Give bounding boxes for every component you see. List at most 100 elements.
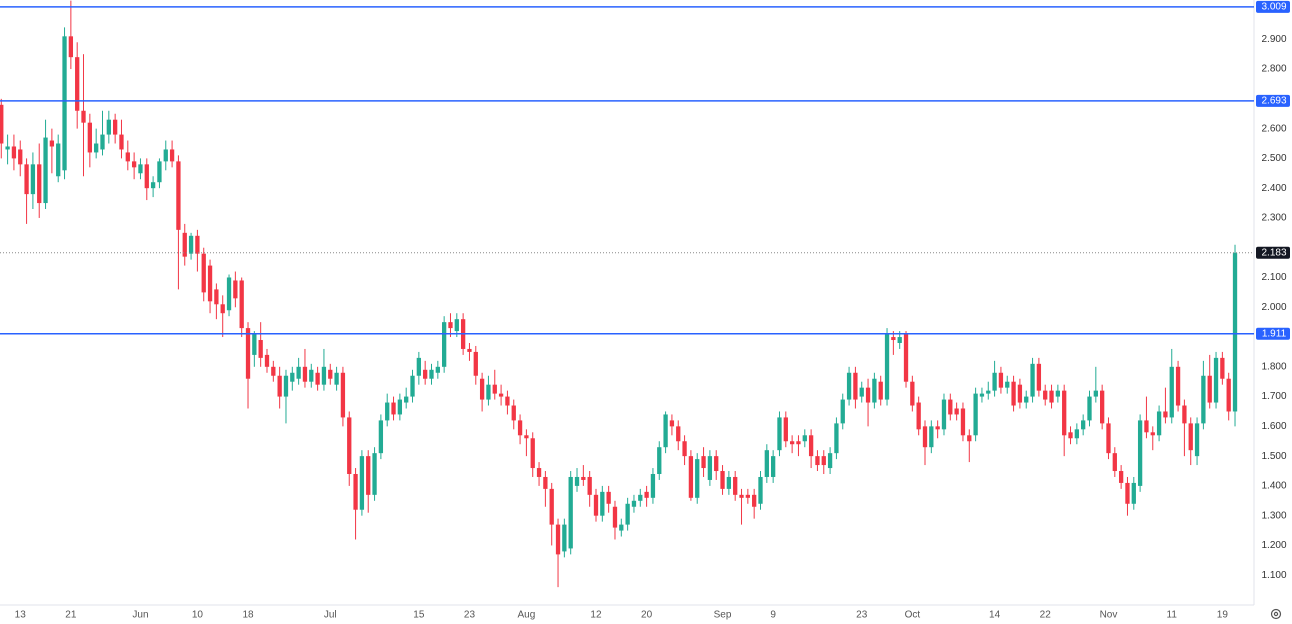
candle-body	[815, 456, 820, 466]
y-tick-label: 1.500	[1261, 451, 1286, 462]
y-tick-label: 2.600	[1261, 123, 1286, 134]
level-label-bg	[1256, 327, 1290, 340]
candle-body	[688, 456, 694, 498]
candle-body	[1194, 423, 1200, 457]
x-tick-label: 18	[242, 610, 254, 621]
x-tick-label: 15	[413, 610, 425, 621]
candle-body	[18, 149, 23, 165]
candle-body	[353, 473, 358, 510]
candle-body	[214, 289, 219, 305]
candle-body	[676, 426, 681, 442]
candle-body	[277, 375, 282, 397]
candle-body	[30, 164, 36, 195]
candle-body	[315, 372, 320, 385]
candle-body	[226, 277, 232, 311]
y-tick-label: 2.900	[1261, 34, 1286, 45]
x-tick-label: 22	[1040, 610, 1052, 621]
candle-body	[758, 476, 763, 504]
candle-body	[789, 441, 795, 445]
candle-body	[986, 390, 991, 394]
candle-body	[157, 161, 162, 183]
candle-body	[119, 134, 124, 150]
candle-body	[302, 366, 308, 382]
candle-body	[714, 456, 719, 472]
candle-body	[435, 366, 440, 373]
candle-body	[884, 334, 890, 400]
candle-body	[903, 334, 909, 382]
candle-body	[112, 119, 118, 135]
candle-body	[404, 396, 409, 403]
candle-body	[309, 369, 314, 382]
candle-body	[473, 351, 478, 376]
candle-body	[733, 476, 738, 495]
candle-body	[385, 402, 390, 421]
x-tick-label: 11	[1167, 610, 1178, 621]
level-label-bg	[1256, 0, 1290, 13]
candle-body	[1112, 453, 1117, 472]
candle-body	[916, 402, 921, 430]
candle-body	[1188, 423, 1193, 451]
candle-body	[1213, 357, 1219, 403]
candle-body	[954, 408, 959, 415]
candle-body	[233, 280, 238, 299]
x-tick-label: 10	[192, 610, 204, 621]
candle-body	[530, 438, 535, 469]
x-tick-label: Nov	[1100, 610, 1118, 621]
candle-body	[1005, 381, 1010, 388]
candle-body	[562, 524, 567, 552]
candle-body	[188, 235, 194, 254]
candle-body	[1017, 384, 1023, 403]
settings-icon[interactable]	[1270, 608, 1282, 620]
x-tick-label: Jun	[132, 610, 148, 621]
candle-body	[43, 137, 48, 204]
candle-body	[486, 384, 491, 400]
candle-body	[372, 453, 377, 495]
candle-body	[11, 146, 17, 159]
candle-body	[176, 161, 181, 230]
candle-body	[81, 110, 86, 123]
candle-body	[771, 456, 776, 477]
candle-body	[366, 456, 371, 495]
y-tick-label: 1.700	[1261, 391, 1286, 402]
candle-body	[834, 423, 839, 454]
candle-body	[1093, 390, 1098, 397]
candle-body	[252, 334, 257, 355]
level-label: 3.009	[1261, 1, 1286, 12]
candle-body	[524, 435, 529, 439]
candle-body	[1055, 390, 1061, 397]
candle-body	[1068, 432, 1073, 439]
candle-body	[1169, 366, 1174, 418]
candle-body	[922, 426, 928, 448]
candle-body	[846, 372, 852, 400]
candle-body	[897, 337, 902, 343]
candle-body	[1118, 471, 1124, 483]
candle-body	[5, 146, 10, 150]
candle-body	[271, 366, 276, 376]
candle-body	[1074, 429, 1079, 439]
settings-core	[1273, 611, 1279, 617]
last-price-label: 2.183	[1261, 247, 1286, 258]
candle-body	[1207, 375, 1212, 403]
candle-body	[739, 494, 744, 498]
candle-body	[910, 381, 915, 406]
candle-body	[878, 381, 883, 400]
candle-body	[1087, 396, 1092, 421]
candle-body	[663, 414, 668, 448]
candle-body	[125, 152, 130, 162]
candle-body	[182, 232, 187, 257]
y-tick-label: 1.300	[1261, 510, 1286, 521]
candle-body	[701, 456, 706, 469]
candle-body	[859, 387, 864, 397]
candle-body	[967, 435, 972, 442]
candle-body	[865, 387, 871, 403]
y-tick-label: 2.300	[1261, 213, 1286, 224]
candle-body	[1011, 381, 1016, 406]
candle-body	[581, 476, 586, 480]
candle-body	[37, 164, 42, 204]
candle-body	[144, 164, 149, 189]
candle-body	[94, 143, 99, 153]
candle-body	[49, 140, 55, 147]
candle-body	[56, 143, 61, 177]
candle-body	[1182, 405, 1187, 424]
